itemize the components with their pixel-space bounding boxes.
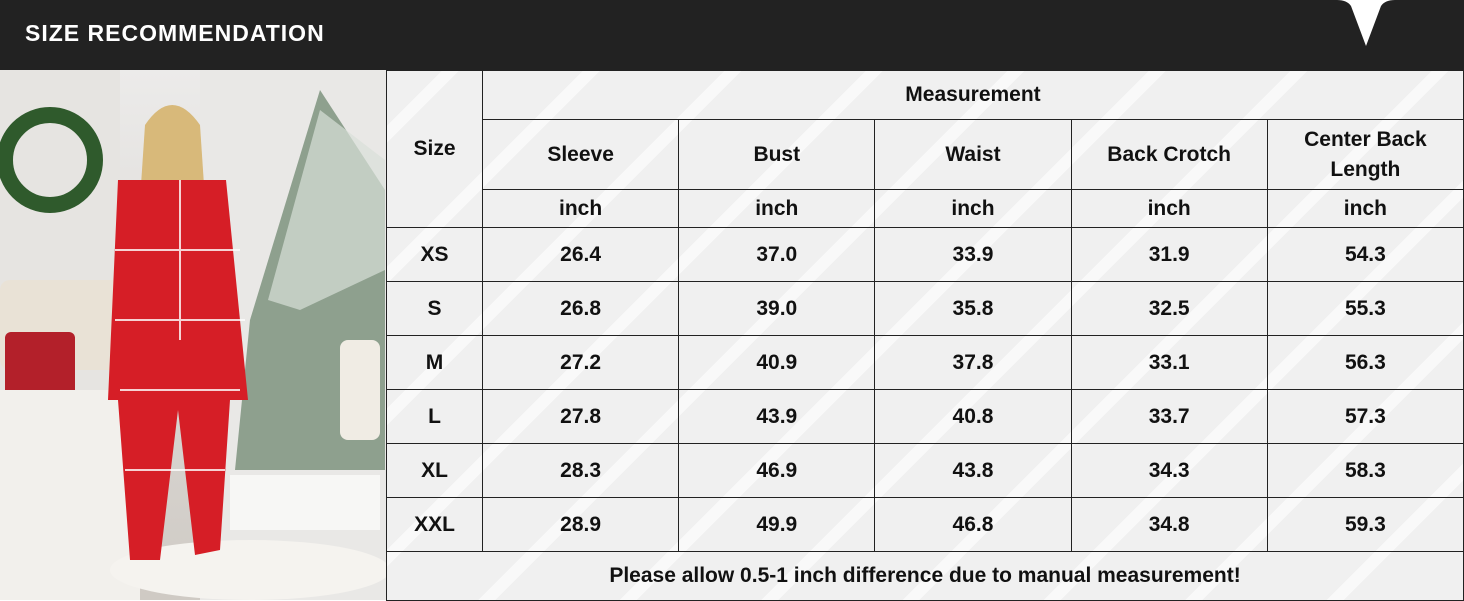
- table-row: L 27.8 43.9 40.8 33.7 57.3: [386, 389, 1464, 444]
- value-cell: 28.9: [481, 497, 680, 552]
- value-cell: 33.9: [874, 227, 1072, 282]
- value-cell: 39.0: [678, 281, 876, 336]
- value-cell: 27.8: [481, 389, 680, 444]
- size-cell: L: [386, 389, 483, 444]
- value-cell: 59.3: [1266, 497, 1464, 552]
- column-header: Bust: [678, 119, 876, 190]
- value-cell: 32.5: [1070, 281, 1268, 336]
- column-header: Back Crotch: [1070, 119, 1268, 190]
- value-cell: 43.8: [874, 443, 1072, 498]
- size-table: Size Measurement Sleeve Bust Waist Back …: [386, 70, 1464, 601]
- header-bar: SIZE RECOMMENDATION: [0, 0, 1464, 70]
- column-header: Sleeve: [481, 119, 680, 190]
- size-header: Size: [386, 70, 483, 228]
- value-cell: 43.9: [678, 389, 876, 444]
- value-cell: 40.8: [874, 389, 1072, 444]
- value-cell: 33.1: [1070, 335, 1268, 390]
- table-row: XS 26.4 37.0 33.9 31.9 54.3: [386, 227, 1464, 282]
- value-cell: 49.9: [678, 497, 876, 552]
- value-cell: 34.3: [1070, 443, 1268, 498]
- value-cell: 26.4: [481, 227, 680, 282]
- value-cell: 56.3: [1266, 335, 1464, 390]
- value-cell: 55.3: [1266, 281, 1464, 336]
- size-cell: XS: [386, 227, 483, 282]
- value-cell: 26.8: [481, 281, 680, 336]
- column-header: Waist: [874, 119, 1072, 190]
- value-cell: 34.8: [1070, 497, 1268, 552]
- value-cell: 31.9: [1070, 227, 1268, 282]
- measurement-note: Please allow 0.5-1 inch difference due t…: [386, 551, 1464, 601]
- size-cell: XXL: [386, 497, 483, 552]
- table-row: XXL 28.9 49.9 46.8 34.8 59.3: [386, 497, 1464, 552]
- measurement-header: Measurement: [482, 70, 1464, 120]
- value-cell: 57.3: [1266, 389, 1464, 444]
- chevron-down-icon: [1337, 0, 1395, 46]
- size-cell: XL: [386, 443, 483, 498]
- value-cell: 46.9: [678, 443, 876, 498]
- table-row: M 27.2 40.9 37.8 33.1 56.3: [386, 335, 1464, 390]
- unit-label: inch: [678, 189, 876, 228]
- value-cell: 33.7: [1070, 389, 1268, 444]
- column-header: Center Back Length: [1266, 119, 1464, 190]
- value-cell: 58.3: [1266, 443, 1464, 498]
- product-photo: [0, 70, 386, 600]
- size-chart: Size Measurement Sleeve Bust Waist Back …: [386, 70, 1464, 601]
- value-cell: 35.8: [874, 281, 1072, 336]
- value-cell: 37.8: [874, 335, 1072, 390]
- unit-label: inch: [874, 189, 1072, 228]
- value-cell: 54.3: [1266, 227, 1464, 282]
- value-cell: 28.3: [481, 443, 680, 498]
- unit-label: inch: [1266, 189, 1464, 228]
- value-cell: 27.2: [481, 335, 680, 390]
- size-cell: S: [386, 281, 483, 336]
- table-row: S 26.8 39.0 35.8 32.5 55.3: [386, 281, 1464, 336]
- page-title: SIZE RECOMMENDATION: [25, 20, 325, 46]
- size-cell: M: [386, 335, 483, 390]
- value-cell: 46.8: [874, 497, 1072, 552]
- table-row: XL 28.3 46.9 43.8 34.3 58.3: [386, 443, 1464, 498]
- unit-label: inch: [481, 189, 680, 228]
- value-cell: 40.9: [678, 335, 876, 390]
- value-cell: 37.0: [678, 227, 876, 282]
- unit-label: inch: [1070, 189, 1268, 228]
